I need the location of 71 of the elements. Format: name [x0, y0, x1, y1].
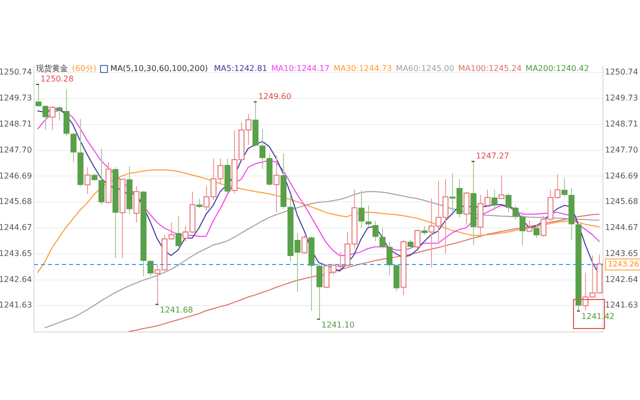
candlestick [316, 263, 322, 320]
candlestick [140, 190, 146, 277]
y2-tick-label: 1248.71 [605, 120, 638, 129]
y2-tick-label: 1250.74 [605, 68, 638, 77]
candlestick [470, 160, 476, 246]
y-tick-label: 1241.63 [0, 300, 32, 310]
candlestick [260, 128, 266, 170]
candlestick [386, 241, 392, 276]
annotation: 1250.28 [40, 74, 74, 84]
candlestick [520, 212, 526, 246]
candlestick [64, 89, 70, 137]
annotation: 1247.27 [476, 151, 510, 160]
candlestick [562, 177, 568, 198]
text: MA60:1245.00 [396, 64, 454, 74]
text: MA5:1242.81 [214, 64, 268, 74]
candlestick [252, 101, 258, 148]
y2-tick-label: 1242.64 [605, 274, 638, 284]
candlestick [176, 215, 182, 248]
candlestick [394, 263, 400, 292]
annotation: MA(5,10,30,60,100,200) [110, 64, 208, 74]
candlestick [534, 224, 540, 239]
candlestick [422, 226, 428, 236]
y-tick-label: 1244.67 [0, 222, 32, 232]
candlestick [372, 220, 378, 242]
candlestick [36, 84, 42, 108]
y-tick-label: 1247.70 [0, 145, 32, 154]
y-tick-label: 1243.65 [0, 249, 32, 258]
candlestick [148, 260, 154, 277]
text: MA30:1244.73 [334, 64, 392, 74]
candlestick [98, 148, 104, 205]
annotation: 1241.10 [322, 320, 355, 330]
y-tick-label: 1248.71 [0, 120, 32, 129]
candlestick [56, 106, 62, 122]
candlestick [224, 158, 230, 194]
annotation: 1249.60 [258, 92, 292, 101]
candlestick [492, 189, 498, 212]
y-tick-label: 1245.68 [0, 197, 32, 206]
candlestick [576, 222, 582, 312]
candlestick [112, 166, 118, 259]
candlestick [358, 190, 364, 228]
chart-title: 现货黄金 [36, 64, 68, 74]
y2-tick-label: 1243.65 [605, 249, 638, 258]
candlestick [266, 152, 272, 186]
candlestick [380, 227, 386, 250]
candlestick [92, 172, 98, 182]
candlestick [280, 152, 286, 210]
candlestick [70, 132, 76, 163]
chart-subtitle: (60分) [72, 64, 96, 74]
candlestick [196, 198, 202, 208]
y2-tick-label: 1241.63 [605, 300, 638, 310]
text: MA10:1244.17 [271, 64, 330, 74]
annotation: 1241.68 [160, 305, 194, 314]
y-tick-label: 1246.69 [0, 171, 32, 180]
candlestick [42, 104, 48, 130]
candlestick [126, 166, 132, 215]
y2-tick-label: 1246.69 [605, 171, 638, 180]
y2-tick-label: 1247.70 [605, 145, 638, 154]
candlestick [568, 188, 574, 240]
candlestick [78, 118, 84, 187]
y-tick-label: 1249.73 [0, 94, 32, 103]
candlestick [506, 192, 512, 213]
y2-tick-label: 1245.68 [605, 197, 638, 206]
y-tick-label: 1242.64 [0, 274, 32, 284]
annotation: MA200:1240.42 [526, 64, 590, 74]
y-tick-label: 1250.74 [0, 68, 32, 77]
candlestick [512, 204, 518, 220]
candlestick [366, 204, 372, 228]
text: MA100:1245.24 [458, 64, 522, 74]
y2-tick-label: 1244.67 [605, 222, 638, 232]
y2-tick-label: 1249.73 [605, 94, 638, 103]
candlestick [308, 236, 314, 312]
